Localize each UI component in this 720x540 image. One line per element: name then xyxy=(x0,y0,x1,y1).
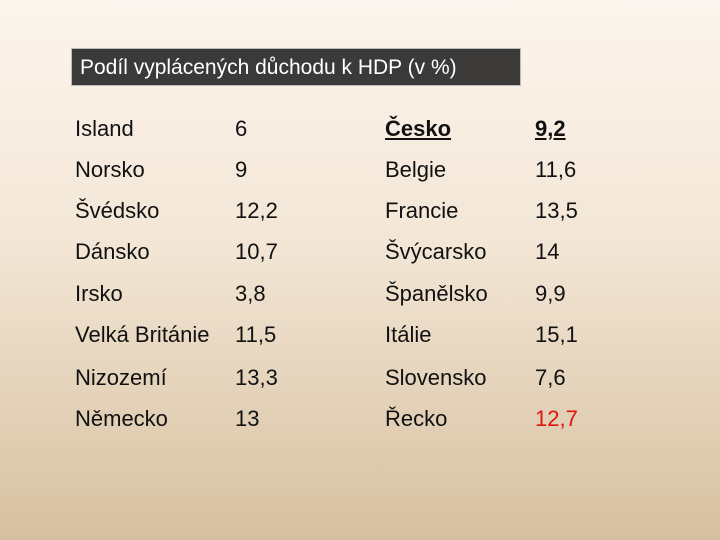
value: 9,2 xyxy=(535,116,566,141)
value: 3,8 xyxy=(235,281,266,306)
country: Česko xyxy=(385,116,452,141)
value: 9,9 xyxy=(535,281,566,306)
value: 14 xyxy=(535,239,560,264)
country: Dánsko xyxy=(75,239,150,264)
country: Velká Británie xyxy=(75,322,210,347)
country: Německo xyxy=(75,406,168,431)
country: Island xyxy=(75,116,134,141)
value: 13,3 xyxy=(235,365,278,390)
country: Slovensko xyxy=(385,365,487,390)
country: Norsko xyxy=(75,157,145,182)
country: Nizozemí xyxy=(75,365,167,390)
value: 15,1 xyxy=(535,322,578,347)
title: Podíl vyplácených důchodu k HDP (v %) xyxy=(71,48,521,86)
country: Švédsko xyxy=(75,198,160,223)
country: Itálie xyxy=(385,322,432,347)
country: Španělsko xyxy=(385,281,488,306)
value: 11,6 xyxy=(535,157,577,182)
value: 11,5 xyxy=(235,322,277,347)
country: Irsko xyxy=(75,281,123,306)
value: 9 xyxy=(235,157,248,182)
country: Francie xyxy=(385,198,459,223)
country: Řecko xyxy=(385,406,448,431)
value: 6 xyxy=(235,116,248,141)
value: 12,7 xyxy=(535,406,578,431)
value: 13 xyxy=(235,406,260,431)
country: Belgie xyxy=(385,157,447,182)
value: 12,2 xyxy=(235,198,278,223)
country: Švýcarsko xyxy=(385,239,487,264)
value: 7,6 xyxy=(535,365,566,390)
value: 10,7 xyxy=(235,239,278,264)
value: 13,5 xyxy=(535,198,578,223)
